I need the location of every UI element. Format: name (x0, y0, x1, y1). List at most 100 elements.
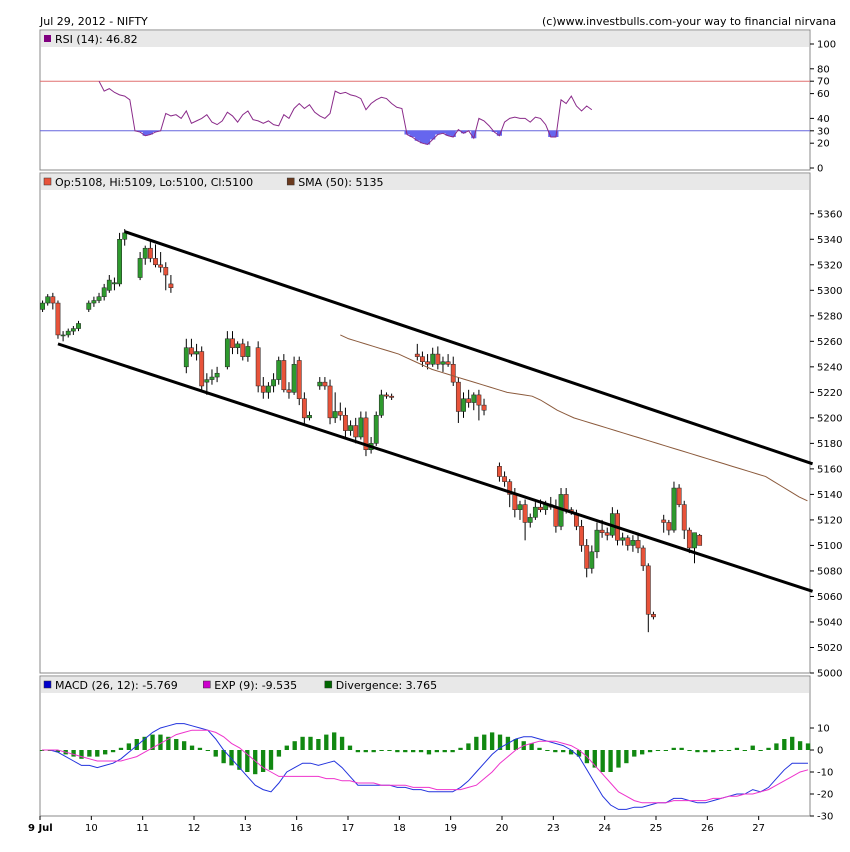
x-tick-label: 26 (701, 823, 714, 834)
y-tick-label: 5000 (817, 669, 842, 680)
candle-down (553, 506, 559, 527)
candle-up (332, 411, 338, 419)
divergence-bar (671, 747, 676, 750)
candle-down (420, 356, 425, 362)
candle-up (96, 296, 102, 301)
candle-down (147, 247, 153, 259)
candle-down (507, 481, 513, 495)
candle-up (194, 351, 199, 355)
candle-down (450, 364, 456, 383)
legend-swatch (44, 35, 51, 42)
divergence-bar (339, 736, 345, 750)
divergence-bar (150, 734, 155, 750)
candle-down (301, 398, 307, 419)
y-tick-label: 5160 (817, 464, 842, 475)
divergence-bar (403, 750, 408, 753)
divergence-bar (387, 750, 392, 751)
divergence-bar (71, 750, 76, 757)
candle-down (563, 494, 569, 510)
divergence-bar (300, 736, 305, 750)
divergence-bar (221, 750, 226, 764)
candle-up (106, 279, 112, 291)
divergence-bar (782, 739, 787, 750)
candle-up (358, 417, 364, 438)
candle-down (343, 415, 348, 431)
legend-bar (41, 31, 809, 47)
candle-down (466, 398, 472, 403)
legend-swatch (43, 680, 52, 689)
y-tick-label: 60 (817, 89, 830, 100)
candle-up (620, 537, 626, 541)
y-tick-label: 5060 (817, 592, 842, 603)
y-tick-label: 20 (817, 139, 830, 150)
divergence-bar (284, 745, 289, 750)
divergence-bar (608, 750, 613, 772)
candle-up (209, 376, 215, 380)
divergence-bar (418, 750, 424, 753)
candle-down (199, 351, 205, 387)
candle-down (327, 385, 333, 419)
y-tick-label: 5220 (817, 388, 842, 399)
candle-up (60, 334, 66, 337)
candle-up (461, 398, 466, 412)
candle-up (671, 487, 677, 531)
divergence-bar (55, 750, 60, 753)
y-tick-label: 5200 (817, 413, 842, 424)
sma-line (340, 334, 808, 502)
y-tick-label: 40 (817, 114, 830, 125)
divergence-bar (529, 743, 534, 750)
divergence-bar (663, 750, 669, 751)
divergence-bar (703, 750, 708, 753)
y-tick-label: 80 (817, 64, 830, 75)
candle-down (240, 343, 246, 357)
candle-down (681, 504, 687, 531)
legend-bar (41, 174, 809, 190)
divergence-bar (371, 750, 376, 753)
y-tick-label: 5360 (817, 209, 842, 220)
divergence-bar (229, 750, 234, 766)
divergence-bar (79, 750, 84, 759)
divergence-bar (142, 736, 147, 750)
candle-up (630, 540, 636, 546)
divergence-bar (632, 750, 637, 757)
divergence-bar (537, 747, 542, 750)
candle-up (76, 323, 81, 329)
candle-up (589, 551, 595, 569)
candle-up (291, 364, 297, 393)
divergence-bar (797, 741, 803, 750)
y-tick-label: 0 (817, 746, 823, 757)
candle-down (281, 360, 287, 391)
divergence-bar (766, 747, 771, 750)
y-tick-label: 5080 (817, 566, 842, 577)
candle-down (584, 545, 590, 569)
rsi-line (98, 80, 593, 145)
candle-up (112, 282, 117, 285)
candle-down (337, 411, 343, 416)
divergence-bar (245, 750, 250, 772)
x-tick-label: 23 (547, 823, 560, 834)
candle-down (50, 296, 56, 304)
divergence-bar (624, 750, 629, 764)
divergence-bar (695, 750, 700, 753)
candle-down (353, 425, 359, 438)
divergence-bar (466, 743, 471, 750)
candle-down (574, 514, 579, 527)
divergence-bar (805, 743, 811, 750)
divergence-bar (189, 745, 195, 750)
divergence-bar (95, 750, 100, 757)
candle-up (235, 343, 241, 348)
divergence-bar (126, 743, 132, 750)
candle-down (502, 476, 507, 482)
candle-up (527, 517, 533, 523)
x-tick-label: 10 (85, 823, 98, 834)
chart-date-symbol: Jul 29, 2012 - NIFTY (40, 15, 148, 28)
x-tick-label: 20 (496, 823, 509, 834)
candle-down (296, 360, 302, 399)
candle-up (378, 394, 384, 416)
candle-down (189, 347, 194, 355)
x-tick-label: 24 (598, 823, 611, 834)
divergence-bar (118, 747, 124, 750)
divergence-bar (379, 750, 384, 751)
candle-up (214, 372, 220, 378)
